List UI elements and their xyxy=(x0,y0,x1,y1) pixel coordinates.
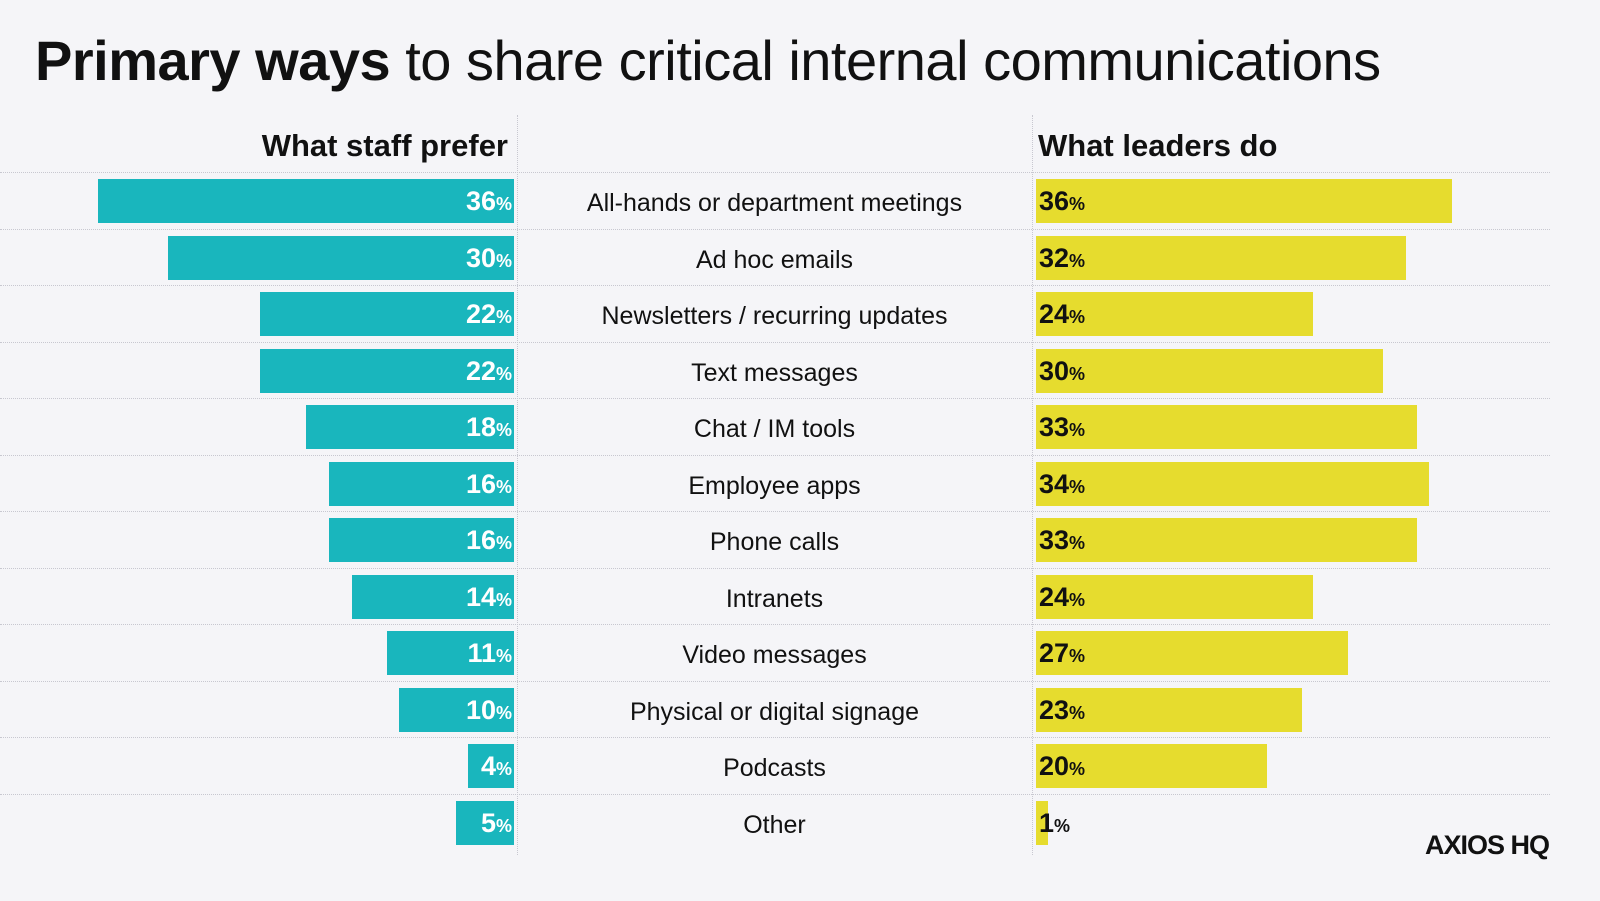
data-label-staff: 10% xyxy=(465,694,512,725)
title-bold: Primary ways xyxy=(35,29,391,92)
bar-leaders xyxy=(1036,518,1418,562)
data-label-leaders: 1% xyxy=(1039,807,1071,838)
gridline xyxy=(0,680,1550,682)
bar-leaders xyxy=(1036,800,1048,845)
series-header-leaders: What leaders do xyxy=(1038,128,1278,163)
data-label-staff: 4% xyxy=(480,751,512,781)
bar-staff xyxy=(259,292,514,336)
category-label: Newsletters / recurring updates xyxy=(601,302,948,330)
bar-leaders xyxy=(1036,292,1314,336)
bar-staff xyxy=(352,574,514,619)
category-label: Chat / IM tools xyxy=(693,415,856,443)
category-label: Video messages xyxy=(682,641,867,669)
gridline xyxy=(0,624,1550,625)
bar-staff xyxy=(329,461,514,506)
data-label-leaders: 23% xyxy=(1039,694,1086,725)
gridline xyxy=(0,341,1550,343)
bar-leaders xyxy=(1036,461,1429,506)
axios-hq-logo: AXIOS HQ xyxy=(1425,830,1550,860)
bar-staff xyxy=(306,405,514,449)
category-label: Ad hoc emails xyxy=(695,245,854,274)
gridline xyxy=(0,454,1550,456)
bar-leaders xyxy=(1036,744,1267,788)
gridline xyxy=(0,285,1550,286)
data-label-leaders: 30% xyxy=(1039,355,1086,386)
data-label-leaders: 27% xyxy=(1039,638,1086,668)
category-label: All-hands or department meetings xyxy=(586,189,963,217)
gridline xyxy=(0,228,1550,230)
chart-title: Primary ways to share critical internal … xyxy=(35,28,1381,93)
gridline xyxy=(0,737,1550,738)
gridline xyxy=(0,172,1550,173)
bar-staff xyxy=(98,179,514,223)
data-label-staff: 11% xyxy=(467,638,512,668)
gridline xyxy=(0,511,1550,512)
gridline xyxy=(0,793,1550,795)
gridline xyxy=(0,567,1550,569)
data-label-staff: 18% xyxy=(465,412,512,442)
data-label-leaders: 32% xyxy=(1039,242,1086,273)
title-rest: to share critical internal communication… xyxy=(405,29,1381,92)
data-label-staff: 22% xyxy=(465,355,512,386)
category-label: Podcasts xyxy=(723,754,826,782)
data-label-staff: 14% xyxy=(465,581,512,612)
data-label-leaders: 24% xyxy=(1039,581,1086,612)
data-label-staff: 5% xyxy=(480,807,512,838)
data-label-staff: 16% xyxy=(465,468,512,499)
bar-staff xyxy=(167,235,514,280)
data-label-staff: 22% xyxy=(465,299,512,329)
bar-staff xyxy=(329,518,514,562)
data-label-leaders: 36% xyxy=(1039,186,1086,216)
category-label: Phone calls xyxy=(709,528,840,556)
category-label: Intranets xyxy=(725,584,824,613)
data-label-leaders: 33% xyxy=(1039,412,1086,442)
bar-staff xyxy=(398,687,514,732)
bar-leaders xyxy=(1036,235,1406,280)
gridline xyxy=(0,398,1550,399)
bar-staff xyxy=(467,744,514,788)
data-label-leaders: 33% xyxy=(1039,525,1086,555)
series-header-staff: What staff prefer xyxy=(261,128,508,163)
data-label-staff: 16% xyxy=(465,525,512,555)
category-label: Other xyxy=(743,810,806,839)
bar-staff xyxy=(259,348,514,393)
bar-leaders xyxy=(1036,574,1314,619)
data-label-leaders: 24% xyxy=(1039,299,1086,329)
bar-leaders xyxy=(1036,687,1302,732)
bar-leaders xyxy=(1036,631,1348,675)
data-label-leaders: 34% xyxy=(1039,468,1086,499)
divider-left xyxy=(517,115,518,855)
divider-right xyxy=(1032,115,1033,855)
category-label: Text messages xyxy=(691,358,858,387)
bar-staff xyxy=(456,800,514,845)
category-label: Employee apps xyxy=(688,471,861,500)
bar-leaders xyxy=(1036,348,1383,393)
data-label-staff: 36% xyxy=(465,186,512,216)
bar-leaders xyxy=(1036,405,1418,449)
bar-leaders xyxy=(1036,179,1452,223)
bar-staff xyxy=(386,631,514,675)
data-label-leaders: 20% xyxy=(1039,751,1086,781)
data-label-staff: 30% xyxy=(465,242,512,273)
category-label: Physical or digital signage xyxy=(629,697,920,726)
